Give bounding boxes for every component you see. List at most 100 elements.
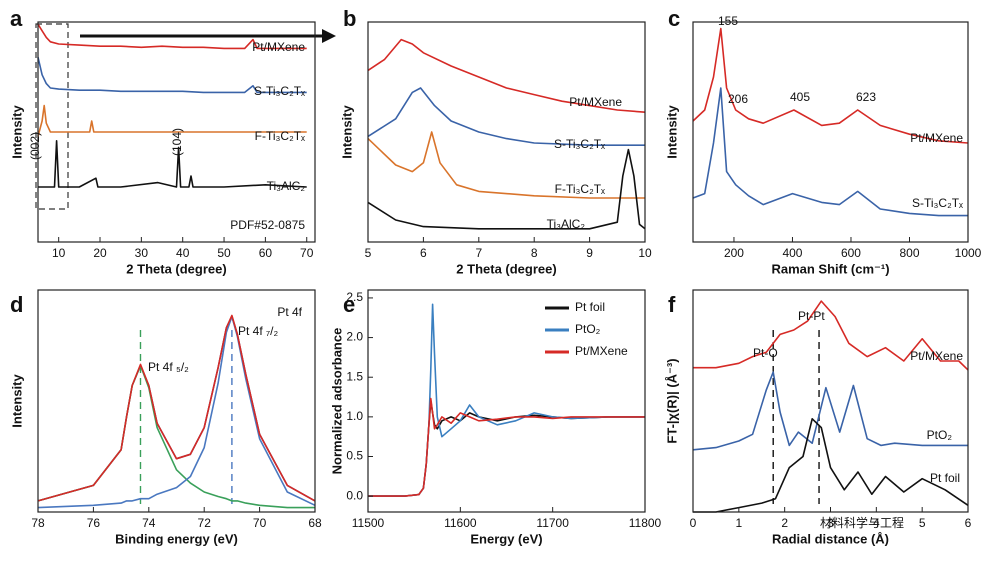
x-tick-label: 20 <box>93 246 107 260</box>
y-tick-label: 0.5 <box>346 449 363 463</box>
x-tick-label: 5 <box>919 516 926 530</box>
curve <box>368 397 645 497</box>
y-axis-label: Intensity <box>339 105 354 159</box>
curve <box>37 104 307 137</box>
x-tick-label: 76 <box>87 516 101 530</box>
annotation: 材料科学与工程 <box>820 515 904 530</box>
x-tick-label: 7 <box>475 246 482 260</box>
y-axis-label: Intensity <box>9 374 24 428</box>
curve <box>367 148 646 230</box>
x-axis-label: Raman Shift (cm⁻¹) <box>771 261 889 276</box>
plot-frame <box>367 21 646 243</box>
annotation: Pt-O <box>753 346 778 360</box>
x-tick-label: 40 <box>176 246 190 260</box>
curve <box>37 23 307 50</box>
curve <box>693 418 969 513</box>
y-tick-label: 2.5 <box>346 290 363 304</box>
panel-label: f <box>668 292 676 317</box>
annotation: (104) <box>170 128 184 156</box>
x-tick-label: 30 <box>135 246 149 260</box>
x-tick-label: 11800 <box>629 516 662 530</box>
x-tick-label: 400 <box>782 246 802 260</box>
series-label: Ti₃AlC₂ <box>267 179 306 193</box>
x-axis-label: Binding energy (eV) <box>115 531 238 546</box>
x-tick-label: 78 <box>31 516 45 530</box>
x-axis-label: 2 Theta (degree) <box>126 261 226 276</box>
series-label: Pt/MXene <box>910 349 963 363</box>
x-tick-label: 2 <box>781 516 788 530</box>
curve <box>692 87 968 217</box>
annotation: Pt-Pt <box>798 309 825 323</box>
series-label: Pt/MXene <box>569 95 622 109</box>
x-tick-label: 74 <box>142 516 156 530</box>
x-tick-label: 200 <box>724 246 744 260</box>
x-tick-label: 72 <box>198 516 212 530</box>
legend-label: Pt/MXene <box>575 344 628 358</box>
y-tick-label: 1.5 <box>346 369 363 383</box>
x-tick-label: 11600 <box>444 516 477 530</box>
x-tick-label: 3 <box>827 516 834 530</box>
annotation: 155 <box>718 14 738 28</box>
zoom-box <box>35 23 69 210</box>
x-tick-label: 6 <box>420 246 427 260</box>
plot-frame <box>367 289 646 513</box>
annotation: (002) <box>28 132 42 160</box>
series-label: S-Ti₃C₂Tₓ <box>554 137 605 151</box>
series-label: F-Ti₃C₂Tₓ <box>555 182 605 196</box>
plot-frame <box>692 21 969 243</box>
y-axis-label: Normalized adsorbance <box>329 328 344 475</box>
annotation: 206 <box>728 92 748 106</box>
x-tick-label: 70 <box>300 246 314 260</box>
y-axis-label: Intensity <box>664 105 679 159</box>
series-label: Pt foil <box>930 471 960 485</box>
x-tick-label: 10 <box>638 246 652 260</box>
x-axis-label: Energy (eV) <box>470 531 542 546</box>
series-label: Pt/MXene <box>252 40 305 54</box>
x-axis-label: Radial distance (Å) <box>772 531 889 546</box>
x-tick-label: 68 <box>308 516 322 530</box>
curve <box>692 371 968 451</box>
plot-frame <box>37 21 316 243</box>
annotation: 405 <box>790 90 810 104</box>
x-tick-label: 600 <box>841 246 861 260</box>
x-tick-label: 800 <box>899 246 919 260</box>
annotation: 623 <box>856 90 876 104</box>
y-axis-label: FT-|χ(R)| (Å⁻³) <box>664 358 679 443</box>
curve <box>367 87 645 146</box>
x-tick-label: 11500 <box>352 516 385 530</box>
curve <box>37 315 316 509</box>
annotation: Pt 4f ₇/₂ <box>238 324 278 338</box>
panel-label: b <box>343 6 356 31</box>
x-tick-label: 1000 <box>955 246 982 260</box>
y-tick-label: 0.0 <box>346 488 363 502</box>
x-tick-label: 1 <box>735 516 742 530</box>
x-tick-label: 60 <box>259 246 273 260</box>
series-label: PtO₂ <box>927 428 953 442</box>
annotation: PDF#52-0875 <box>230 218 305 232</box>
series-label: S-Ti₃C₂Tₓ <box>912 196 963 210</box>
legend-label: PtO₂ <box>575 322 601 336</box>
x-tick-label: 8 <box>531 246 538 260</box>
curve <box>37 57 307 94</box>
curve <box>367 131 645 199</box>
series-label: Ti₃AlC₂ <box>547 217 586 231</box>
curve <box>692 27 969 144</box>
panel-label: c <box>668 6 680 31</box>
plot-frame <box>37 289 316 513</box>
x-tick-label: 6 <box>965 516 972 530</box>
panel-label: e <box>343 292 355 317</box>
y-axis-label: Intensity <box>9 105 24 159</box>
curve <box>38 140 307 188</box>
x-tick-label: 70 <box>253 516 267 530</box>
x-axis-label: 2 Theta (degree) <box>456 261 556 276</box>
x-tick-label: 0 <box>690 516 697 530</box>
x-tick-label: 10 <box>52 246 66 260</box>
curve <box>37 314 316 502</box>
x-tick-label: 50 <box>217 246 231 260</box>
series-label: Pt/MXene <box>910 131 963 145</box>
x-tick-label: 11700 <box>536 516 569 530</box>
annotation: Pt 4f <box>277 305 302 319</box>
y-tick-label: 1.0 <box>346 409 363 423</box>
panel-label: d <box>10 292 23 317</box>
